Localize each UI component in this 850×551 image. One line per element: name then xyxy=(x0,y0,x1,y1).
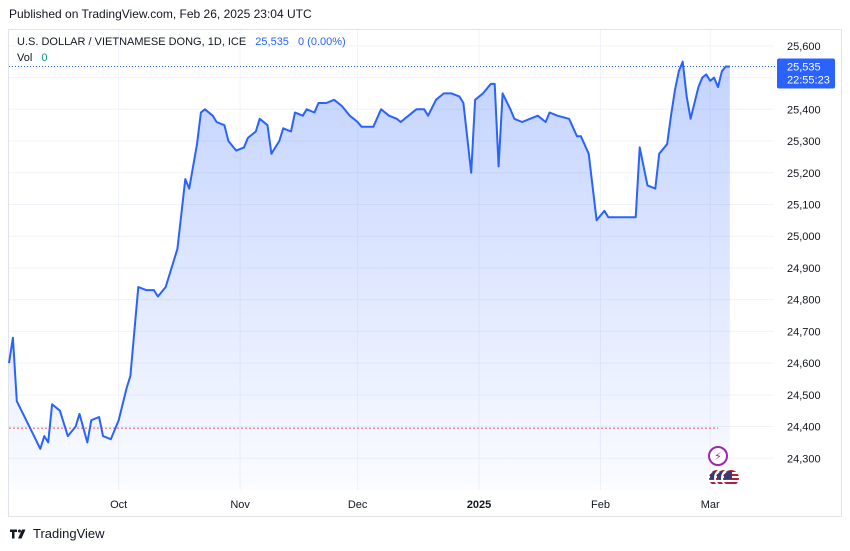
y-tick-label: 24,300 xyxy=(787,453,821,465)
y-tick-label: 25,000 xyxy=(787,231,821,243)
footer-brand-label: TradingView xyxy=(33,526,105,541)
y-tick-label: 24,400 xyxy=(787,422,821,434)
x-tick-label: Nov xyxy=(230,499,250,511)
change-value: 0 (0.00%) xyxy=(298,36,346,48)
price-area xyxy=(9,61,730,490)
price-tag-value: 25,535 xyxy=(787,61,821,73)
price-axis: 24,300 24,400 24,500 24,600 24,700 24,800 24,9… xyxy=(787,41,821,465)
y-tick-label: 24,600 xyxy=(787,358,821,370)
price-tag-countdown: 22:55:23 xyxy=(787,74,830,86)
y-tick-label: 24,700 xyxy=(787,326,821,338)
footer-brand[interactable]: TradingView xyxy=(10,526,105,541)
volume-value: 0 xyxy=(41,52,48,64)
price-series xyxy=(8,60,776,490)
price-tag-bg xyxy=(777,58,835,89)
x-tick-label: Mar xyxy=(701,499,720,511)
y-tick-label: 25,600 xyxy=(787,41,821,53)
x-tick-label: Feb xyxy=(591,499,610,511)
chart-legend: U.S. DOLLAR / VIETNAMESE DONG, 1D, ICE 2… xyxy=(17,34,346,66)
bolt-icon[interactable]: ⚡ xyxy=(708,446,728,466)
x-tick-label: Oct xyxy=(110,499,127,511)
price-line xyxy=(8,60,730,450)
y-tick-label: 25,400 xyxy=(787,104,821,116)
time-axis: Oct Nov Dec 2025 Feb Mar xyxy=(110,499,720,511)
y-tick-label: 24,900 xyxy=(787,263,821,275)
last-value: 25,535 xyxy=(255,36,289,48)
chart-frame xyxy=(8,29,842,517)
y-tick-label: 25,200 xyxy=(787,168,821,180)
y-tick-label: 25,100 xyxy=(787,199,821,211)
symbol-title: U.S. DOLLAR / VIETNAMESE DONG, 1D, ICE xyxy=(17,36,247,48)
y-tick-label: 25,300 xyxy=(787,136,821,148)
us-flag-icon[interactable] xyxy=(707,468,741,490)
y-tick-label: 24,800 xyxy=(787,295,821,307)
tradingview-logo-icon xyxy=(10,529,26,538)
volume-label: Vol xyxy=(17,52,33,64)
y-tick-label: 24,500 xyxy=(787,390,821,402)
x-tick-label: Dec xyxy=(348,499,368,511)
flag-icon xyxy=(721,468,741,488)
x-tick-label: 2025 xyxy=(467,499,491,511)
published-caption: Published on TradingView.com, Feb 26, 20… xyxy=(9,7,312,21)
